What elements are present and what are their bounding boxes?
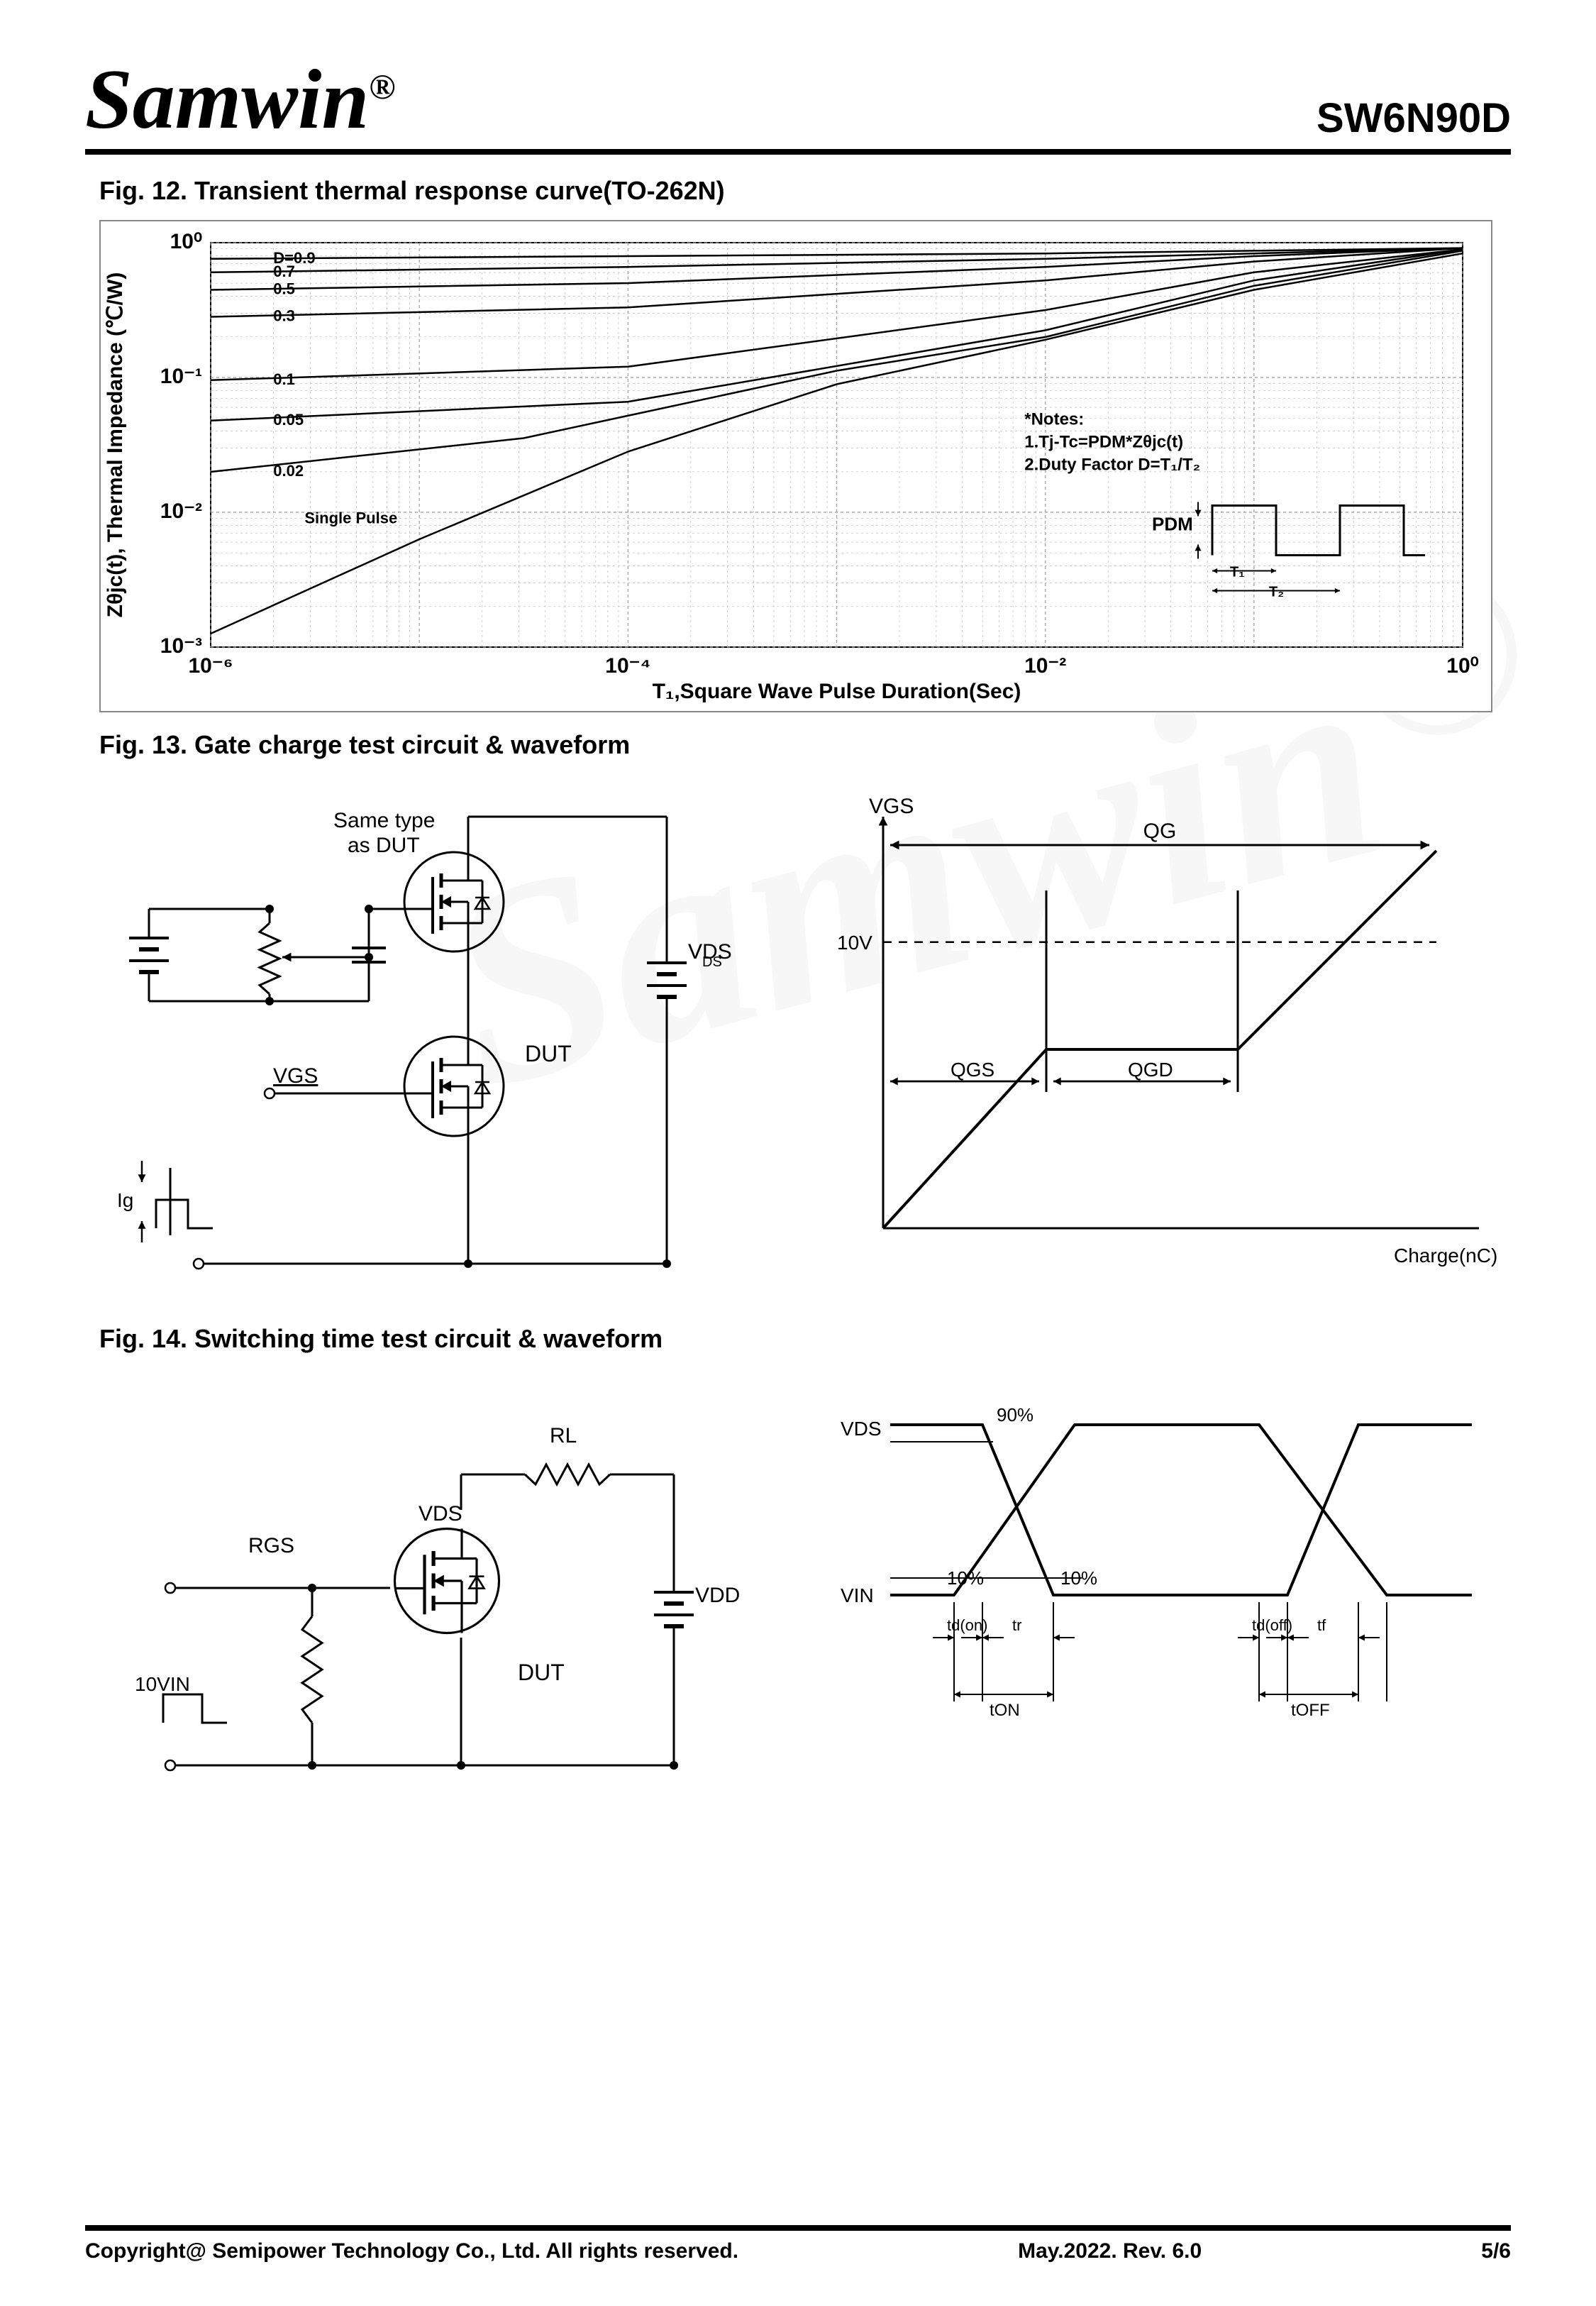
fig14-row: RLVDDVDSDUTRGS10VIN VDS90%VIN10%10%td(on… xyxy=(85,1368,1511,1811)
svg-text:90%: 90% xyxy=(997,1404,1033,1425)
svg-text:QGS: QGS xyxy=(951,1059,994,1081)
svg-text:RL: RL xyxy=(550,1424,577,1447)
svg-text:td(off): td(off) xyxy=(1252,1616,1292,1634)
svg-text:0.1: 0.1 xyxy=(273,370,295,388)
svg-text:10⁰: 10⁰ xyxy=(1446,654,1478,678)
svg-text:VGS: VGS xyxy=(869,795,914,818)
svg-text:0.5: 0.5 xyxy=(273,280,295,298)
footer-copyright: Copyright@ Semipower Technology Co., Ltd… xyxy=(85,2239,738,2263)
svg-text:10⁻²: 10⁻² xyxy=(1024,654,1066,678)
svg-text:1.Tj-Tc=PDM*Zθjc(t): 1.Tj-Tc=PDM*Zθjc(t) xyxy=(1024,433,1183,452)
page-header: Samwin® SW6N90D xyxy=(85,57,1511,155)
svg-text:tON: tON xyxy=(990,1701,1020,1720)
svg-text:QGD: QGD xyxy=(1128,1059,1173,1081)
svg-text:10⁻⁴: 10⁻⁴ xyxy=(605,654,650,678)
svg-text:Zθjc(t), Thermal Impedance (℃/: Zθjc(t), Thermal Impedance (℃/W) xyxy=(104,272,127,618)
svg-text:QG: QG xyxy=(1143,820,1177,843)
svg-text:10VIN: 10VIN xyxy=(135,1673,190,1695)
fig13-waveform: VGS Charge(nC) 10V QG QGS QGD xyxy=(826,774,1511,1296)
svg-text:tr: tr xyxy=(1012,1616,1021,1634)
fig14-title: Fig. 14. Switching time test circuit & w… xyxy=(99,1324,1511,1354)
svg-text:Same type: Same type xyxy=(333,809,435,832)
svg-text:Charge(nC): Charge(nC) xyxy=(1394,1245,1497,1267)
svg-text:T₂: T₂ xyxy=(1269,585,1284,600)
svg-text:T₁,Square Wave Pulse Duration(: T₁,Square Wave Pulse Duration(Sec) xyxy=(653,680,1021,703)
svg-text:0.05: 0.05 xyxy=(273,411,304,429)
svg-text:2.Duty Factor D=T₁/T₂: 2.Duty Factor D=T₁/T₂ xyxy=(1024,456,1200,475)
svg-text:tOFF: tOFF xyxy=(1291,1701,1330,1720)
brand-reg: ® xyxy=(369,67,395,106)
svg-text:as DUT: as DUT xyxy=(348,834,420,857)
svg-text:T₁: T₁ xyxy=(1230,565,1245,580)
svg-text:VDS: VDS xyxy=(841,1418,882,1440)
fig13-row: VDSVDSSame typeas DUTDUTVGSIg VGSCharge(… xyxy=(85,774,1511,1296)
svg-text:Single Pulse: Single Pulse xyxy=(304,509,397,527)
svg-text:VDS: VDS xyxy=(688,940,732,964)
footer-page: 5/6 xyxy=(1481,2239,1511,2263)
footer-rev: May.2022. Rev. 6.0 xyxy=(1018,2239,1202,2263)
fig14-circuit: RL VDD VDS DUT RGS 10VIN xyxy=(85,1368,770,1811)
svg-text:0.3: 0.3 xyxy=(273,307,295,325)
svg-text:RGS: RGS xyxy=(248,1534,294,1557)
svg-text:0.02: 0.02 xyxy=(273,462,304,480)
svg-text:td(on): td(on) xyxy=(947,1616,987,1634)
svg-text:DUT: DUT xyxy=(518,1660,565,1685)
fig13-circuit: VDSVDSSame typeas DUTDUTVGSIg xyxy=(85,774,770,1296)
brand-text: Samwin xyxy=(85,52,369,146)
svg-text:VDS: VDS xyxy=(419,1502,462,1526)
brand-logo: Samwin® xyxy=(85,57,396,142)
page-footer: Copyright@ Semipower Technology Co., Ltd… xyxy=(85,2225,1511,2263)
svg-text:VGS: VGS xyxy=(273,1064,318,1088)
svg-text:VIN: VIN xyxy=(841,1584,874,1606)
svg-text:tf: tf xyxy=(1317,1616,1326,1634)
fig14-waveform: VDS90%VIN10%10%td(on)trtd(off)tftONtOFF xyxy=(826,1368,1511,1811)
svg-text:10⁻⁶: 10⁻⁶ xyxy=(188,654,233,678)
svg-text:10V: 10V xyxy=(837,932,872,954)
svg-text:PDM: PDM xyxy=(1152,514,1193,535)
svg-text:Ig: Ig xyxy=(117,1189,133,1211)
fig12-chart: 10⁻³10⁻²10⁻¹10⁰10⁻⁶10⁻⁴10⁻²10⁰T₁,Square … xyxy=(99,220,1492,712)
svg-text:DUT: DUT xyxy=(525,1041,572,1066)
svg-text:VDD: VDD xyxy=(695,1584,740,1607)
svg-text:*Notes:: *Notes: xyxy=(1024,410,1084,429)
fig13-title: Fig. 13. Gate charge test circuit & wave… xyxy=(99,730,1511,760)
svg-text:0.7: 0.7 xyxy=(273,263,295,280)
fig12-title: Fig. 12. Transient thermal response curv… xyxy=(99,176,1511,206)
svg-text:10⁻¹: 10⁻¹ xyxy=(160,365,202,388)
svg-text:10⁻²: 10⁻² xyxy=(160,500,202,523)
part-number: SW6N90D xyxy=(1317,94,1511,142)
svg-text:10⁰: 10⁰ xyxy=(170,230,202,253)
